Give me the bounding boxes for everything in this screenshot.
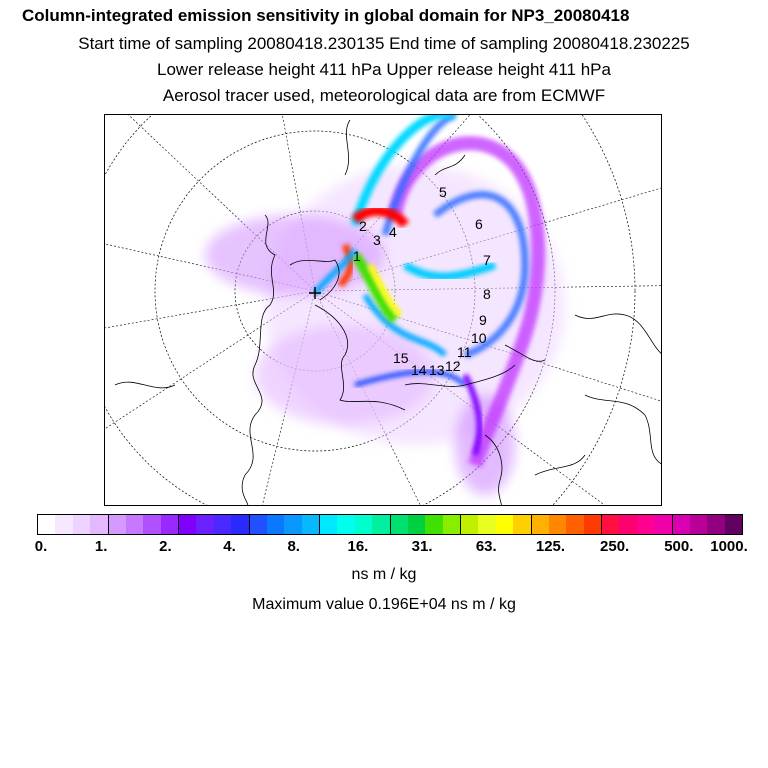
colorbar-segment [602,515,620,534]
colorbar-tick-label: 63. [475,538,497,555]
trajectory-label: 12 [445,358,461,374]
colorbar-segment [548,515,567,534]
colorbar-tick-label: 8. [287,538,300,555]
colorbar-segment [284,515,302,534]
colorbar-segment [390,515,408,534]
colorbar-segment [372,515,391,534]
colorbar-segment [179,515,197,534]
colorbar-segment [461,515,479,534]
colorbar-segment [619,515,637,534]
colorbar-segment [72,515,91,534]
colorbar-unit: ns m / kg [351,566,417,583]
colorbar-segment [531,515,549,534]
colorbar-tick-label: 0. [34,538,48,555]
trajectory-label: 1 [353,248,361,264]
colorbar-segment [707,515,725,534]
colorbar-tick-label: 31. [411,538,433,555]
trajectory-label: 5 [439,184,447,200]
colorbar-tick-label: 16. [347,538,369,555]
trajectory-label: 2 [359,218,367,234]
colorbar [37,514,743,535]
colorbar-segment [160,515,179,534]
tracer-info: Aerosol tracer used, meteorological data… [162,86,606,105]
colorbar-segment [213,515,232,534]
colorbar-segment [55,515,73,534]
colorbar-segment [654,515,673,534]
release-point-marker [309,287,321,299]
trajectory-label: 14 [411,362,427,378]
colorbar-tick-label: 125. [535,538,566,555]
sensitivity-field [205,115,565,495]
trajectory-label: 9 [479,312,487,328]
colorbar-segment [513,515,532,534]
release-height: Lower release height 411 hPa Upper relea… [157,60,611,79]
colorbar-segment [354,515,373,534]
colorbar-segment [672,515,690,534]
figure-title: Column-integrated emission sensitivity i… [22,6,630,25]
colorbar-segment [108,515,126,534]
colorbar-segment [90,515,109,534]
colorbar-segment [583,515,602,534]
colorbar-tick-label: 4. [223,538,236,555]
colorbar-segment [407,515,426,534]
colorbar-tick-label: 250. [600,538,630,555]
colorbar-segment [301,515,320,534]
colorbar-segment [478,515,496,534]
colorbar-segment [495,515,514,534]
colorbar-segment [636,515,655,534]
colorbar-tick-label: 1000. [710,538,748,555]
trajectory-label: 15 [393,350,409,366]
trajectory-labels: 1 2 3 4 5 6 7 8 9 10 11 12 13 14 15 [353,184,491,378]
trajectory-label: 11 [457,344,472,360]
trajectory-label: 6 [475,216,483,232]
colorbar-segment [425,515,443,534]
maximum-value: Maximum value 0.196E+04 ns m / kg [252,596,516,613]
colorbar-segment [689,515,708,534]
trajectory-label: 3 [373,232,381,248]
colorbar-tick-label: 2. [159,538,172,555]
colorbar-segment [125,515,144,534]
coastlines [114,119,661,505]
colorbar-tick-label: 500. [664,538,694,555]
colorbar-ticks: 0. 1. 2. 4. 8. 16. 31. 63. 125. 250. 500. 1000. [0,538,768,558]
colorbar-segment [38,515,56,534]
colorbar-segment [231,515,250,534]
polar-map: 1 2 3 4 5 6 7 8 9 10 11 12 13 14 15 [104,114,662,506]
colorbar-segment [320,515,338,534]
colorbar-segment [337,515,355,534]
trajectory-label: 7 [483,252,491,268]
colorbar-segment [196,515,214,534]
colorbar-segment [266,515,285,534]
colorbar-segment [442,515,461,534]
colorbar-segment [566,515,584,534]
colorbar-segment [143,515,161,534]
colorbar-segment [724,515,742,534]
trajectory-label: 4 [389,224,397,240]
colorbar-segment [249,515,267,534]
colorbar-tick-label: 1. [94,538,108,555]
trajectory-label: 10 [471,330,487,346]
trajectory-label: 13 [429,362,445,378]
sampling-time: Start time of sampling 20080418.230135 E… [78,34,690,53]
trajectory-label: 8 [483,286,491,302]
